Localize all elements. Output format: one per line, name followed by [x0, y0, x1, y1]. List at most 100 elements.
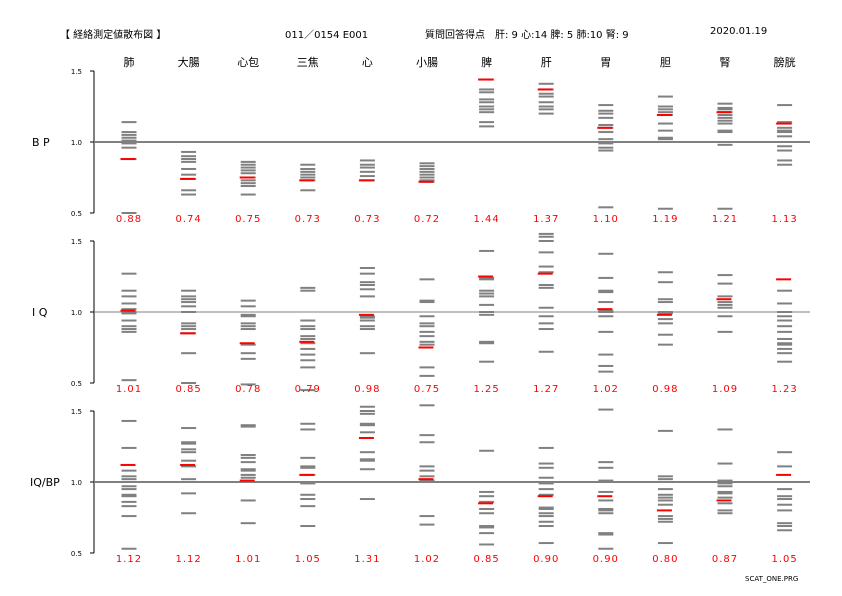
- distribution-bar: [657, 478, 673, 481]
- measured-value-bar: [418, 478, 434, 481]
- distribution-bar: [657, 129, 673, 132]
- distribution-bar: [777, 159, 793, 162]
- distribution-bar: [300, 353, 316, 356]
- distribution-bar: [657, 108, 673, 111]
- distribution-bar: [479, 105, 495, 108]
- value-label: 0.73: [354, 214, 380, 225]
- distribution-bar: [777, 337, 793, 340]
- distribution-bar: [300, 428, 316, 431]
- distribution-bar: [657, 301, 673, 304]
- distribution-bar: [121, 500, 137, 503]
- distribution-bar: [240, 499, 256, 502]
- distribution-bar: [359, 295, 375, 298]
- value-label: 1.37: [533, 214, 559, 225]
- value-label: 0.74: [175, 214, 201, 225]
- distribution-bar: [240, 160, 256, 163]
- category-label: 心包: [237, 56, 259, 69]
- distribution-bar: [181, 160, 197, 163]
- distribution-bar: [240, 481, 256, 483]
- distribution-bar: [181, 442, 197, 445]
- distribution-bar: [359, 422, 375, 425]
- measured-value-bar: [120, 309, 136, 312]
- distribution-bar: [240, 424, 256, 427]
- distribution-bar: [181, 441, 197, 444]
- distribution-bar: [717, 143, 733, 146]
- distribution-bar: [777, 315, 793, 318]
- distribution-bar: [479, 295, 495, 298]
- distribution-bar: [359, 266, 375, 269]
- distribution-bar: [121, 475, 137, 478]
- distribution-bar: [240, 343, 256, 346]
- distribution-bar: [717, 108, 733, 111]
- distribution-bar: [777, 325, 793, 328]
- distribution-bar: [121, 481, 137, 483]
- distribution-bar: [717, 490, 733, 493]
- distribution-bar: [598, 408, 614, 411]
- distribution-bar: [538, 542, 554, 545]
- distribution-bar: [240, 325, 256, 328]
- distribution-bar: [300, 167, 316, 170]
- distribution-bar: [419, 340, 435, 343]
- questionnaire-scores: 質問回答得点 肝: 9 心:14 脾: 5 肺:10 腎: 9: [425, 30, 629, 41]
- value-label: 1.27: [533, 384, 559, 395]
- distribution-bar: [598, 466, 614, 469]
- distribution-bar: [240, 313, 256, 316]
- distribution-bar: [419, 343, 435, 346]
- distribution-bar: [717, 207, 733, 210]
- distribution-bar: [598, 490, 614, 493]
- distribution-bar: [419, 173, 435, 176]
- measured-value-bar: [716, 499, 732, 502]
- distribution-bar: [300, 335, 316, 338]
- distribution-bar: [181, 305, 197, 308]
- distribution-bar: [657, 136, 673, 139]
- value-label: 0.75: [235, 214, 261, 225]
- distribution-bar: [181, 295, 197, 298]
- distribution-bar: [479, 98, 495, 101]
- distribution-bar: [479, 276, 495, 279]
- distribution-bar: [121, 515, 137, 518]
- distribution-bar: [657, 281, 673, 284]
- measured-value-bar: [299, 473, 315, 476]
- distribution-bar: [479, 449, 495, 452]
- distribution-bar: [479, 512, 495, 515]
- measured-value-bar: [239, 176, 255, 179]
- distribution-bar: [479, 500, 495, 503]
- distribution-bar: [359, 159, 375, 162]
- distribution-bar: [538, 108, 554, 111]
- distribution-bar: [657, 515, 673, 518]
- distribution-bar: [181, 311, 197, 313]
- distribution-bar: [538, 322, 554, 325]
- measured-value-bar: [180, 177, 196, 180]
- distribution-bar: [181, 451, 197, 454]
- value-label: 1.01: [235, 554, 261, 565]
- distribution-bar: [419, 330, 435, 333]
- distribution-bar: [359, 288, 375, 291]
- distribution-bar: [717, 303, 733, 306]
- distribution-bar: [598, 112, 614, 115]
- measured-value-bar: [418, 180, 434, 183]
- distribution-bar: [479, 108, 495, 111]
- distribution-bar: [300, 289, 316, 292]
- distribution-bar: [479, 121, 495, 124]
- value-label: 0.72: [414, 214, 440, 225]
- distribution-bar: [717, 502, 733, 505]
- distribution-bar: [419, 165, 435, 168]
- measured-value-bar: [358, 313, 374, 316]
- distribution-bar: [598, 138, 614, 141]
- category-label: 肺: [124, 56, 135, 69]
- distribution-bar: [479, 543, 495, 546]
- distribution-bar: [121, 419, 137, 422]
- distribution-bar: [777, 522, 793, 525]
- distribution-bar: [181, 328, 197, 331]
- measured-value-bar: [597, 308, 613, 311]
- distribution-bar: [359, 458, 375, 461]
- distribution-bar: [479, 311, 495, 313]
- value-label: 0.90: [533, 554, 559, 565]
- value-label: 0.73: [295, 214, 321, 225]
- distribution-bar: [598, 311, 614, 313]
- value-label: 0.78: [235, 384, 261, 395]
- distribution-bar: [538, 306, 554, 309]
- distribution-bar: [240, 185, 256, 188]
- distribution-bar: [598, 507, 614, 510]
